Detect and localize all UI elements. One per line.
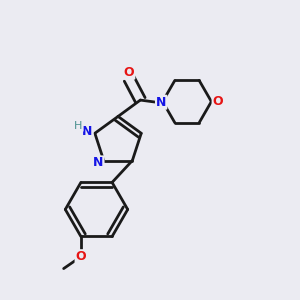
Text: H: H <box>74 121 83 131</box>
Text: N: N <box>93 156 103 170</box>
Text: N: N <box>82 125 93 138</box>
Text: O: O <box>124 66 134 79</box>
Text: O: O <box>213 95 223 108</box>
Text: N: N <box>156 96 166 109</box>
Text: O: O <box>76 250 86 263</box>
